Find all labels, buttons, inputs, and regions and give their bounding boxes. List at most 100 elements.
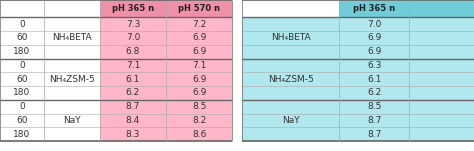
Bar	[339, 100, 409, 114]
Bar	[409, 45, 474, 59]
Bar	[44, 31, 100, 45]
Bar	[100, 86, 166, 100]
Text: 8.3: 8.3	[126, 130, 140, 139]
Bar	[44, 59, 100, 72]
Bar	[409, 114, 474, 127]
Bar	[166, 31, 232, 45]
Text: pH 570 n: pH 570 n	[178, 4, 220, 13]
Bar	[409, 17, 474, 31]
Text: 60: 60	[16, 116, 28, 125]
Text: 7.2: 7.2	[192, 20, 206, 29]
Text: 180: 180	[13, 88, 31, 97]
Text: 8.7: 8.7	[367, 130, 381, 139]
Bar	[409, 127, 474, 141]
Text: 6.9: 6.9	[367, 34, 381, 42]
Bar	[409, 59, 474, 72]
Bar	[100, 72, 166, 86]
Bar	[166, 86, 232, 100]
Text: NH₄ZSM-5: NH₄ZSM-5	[268, 75, 313, 84]
Bar	[339, 31, 409, 45]
Bar	[339, 45, 409, 59]
Text: NH₄ZSM-5: NH₄ZSM-5	[49, 75, 95, 84]
Text: 6.8: 6.8	[126, 47, 140, 56]
Bar	[44, 72, 100, 86]
Text: 8.4: 8.4	[126, 116, 140, 125]
Text: 6.1: 6.1	[126, 75, 140, 84]
Text: 6.1: 6.1	[367, 75, 381, 84]
Text: 8.2: 8.2	[192, 116, 206, 125]
Text: 6.9: 6.9	[192, 34, 206, 42]
Bar	[242, 17, 339, 31]
Bar	[44, 45, 100, 59]
Bar	[166, 127, 232, 141]
Bar	[166, 59, 232, 72]
Bar	[0, 127, 44, 141]
Bar	[166, 100, 232, 114]
Bar	[409, 86, 474, 100]
Text: 8.5: 8.5	[367, 102, 381, 111]
Bar	[0, 100, 44, 114]
Text: 7.0: 7.0	[126, 34, 140, 42]
Bar	[0, 72, 44, 86]
Text: 6.9: 6.9	[192, 75, 206, 84]
Bar	[242, 86, 339, 100]
Bar	[0, 17, 44, 31]
Text: 8.7: 8.7	[367, 116, 381, 125]
Text: pH 365 n: pH 365 n	[112, 4, 154, 13]
Text: 6.9: 6.9	[192, 88, 206, 97]
Bar	[242, 31, 339, 45]
Bar	[44, 127, 100, 141]
Bar	[100, 31, 166, 45]
Bar	[44, 86, 100, 100]
Bar	[339, 86, 409, 100]
Bar	[100, 59, 166, 72]
Text: NH₄BETA: NH₄BETA	[271, 34, 310, 42]
Text: 60: 60	[16, 34, 28, 42]
Bar	[339, 0, 409, 17]
Bar	[242, 114, 339, 127]
Bar	[409, 0, 474, 17]
Bar	[339, 127, 409, 141]
Bar	[100, 17, 166, 31]
Bar	[100, 114, 166, 127]
Bar	[0, 86, 44, 100]
Bar	[44, 114, 100, 127]
Text: NaY: NaY	[282, 116, 299, 125]
Bar	[339, 59, 409, 72]
Text: 7.0: 7.0	[367, 20, 381, 29]
Text: 7.1: 7.1	[192, 61, 206, 70]
Text: 6.3: 6.3	[367, 61, 381, 70]
Text: 0: 0	[19, 61, 25, 70]
Text: 6.9: 6.9	[192, 47, 206, 56]
Bar	[166, 0, 232, 17]
Bar	[0, 59, 44, 72]
Bar	[100, 45, 166, 59]
Bar	[409, 72, 474, 86]
Bar	[242, 72, 339, 86]
Text: NH₄BETA: NH₄BETA	[52, 34, 92, 42]
Text: NaY: NaY	[63, 116, 81, 125]
Bar	[166, 17, 232, 31]
Bar	[44, 100, 100, 114]
Bar	[0, 31, 44, 45]
Bar	[0, 114, 44, 127]
Bar	[242, 100, 339, 114]
Bar	[166, 45, 232, 59]
Text: 8.6: 8.6	[192, 130, 206, 139]
Text: 6.2: 6.2	[126, 88, 140, 97]
Text: 7.3: 7.3	[126, 20, 140, 29]
Bar	[100, 127, 166, 141]
Bar	[242, 45, 339, 59]
Text: 180: 180	[13, 130, 31, 139]
Bar	[242, 127, 339, 141]
Bar	[409, 31, 474, 45]
Text: 8.5: 8.5	[192, 102, 206, 111]
Bar	[44, 17, 100, 31]
Bar	[166, 114, 232, 127]
Bar	[409, 100, 474, 114]
Text: 6.2: 6.2	[367, 88, 381, 97]
Text: 8.7: 8.7	[126, 102, 140, 111]
Bar	[0, 0, 100, 17]
Text: 7.1: 7.1	[126, 61, 140, 70]
Bar	[0, 45, 44, 59]
